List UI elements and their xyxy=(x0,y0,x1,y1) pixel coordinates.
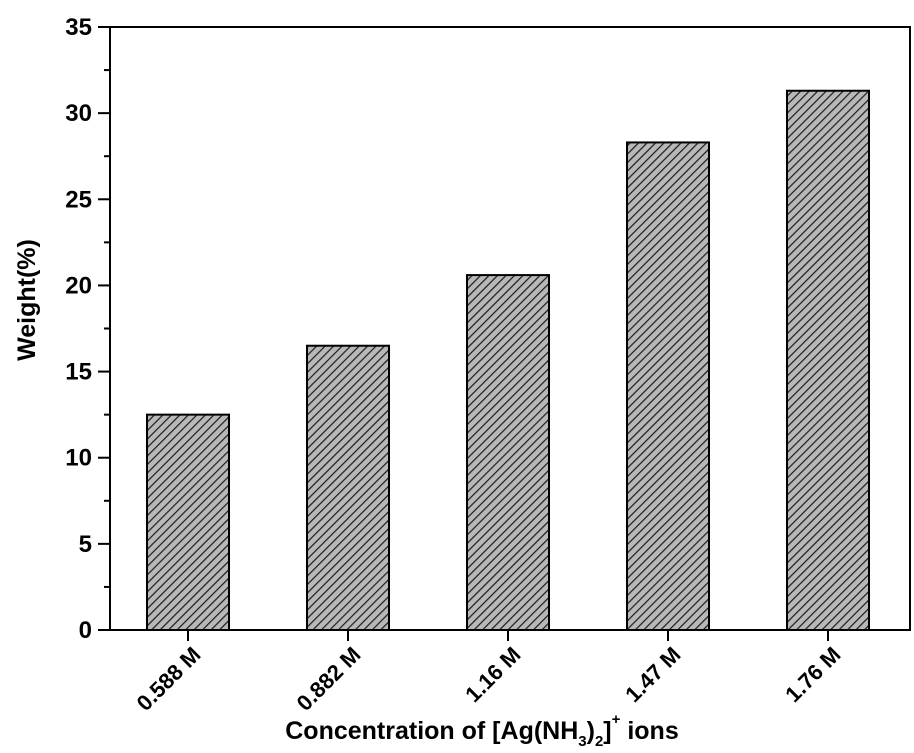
y-tick-label: 5 xyxy=(79,531,92,558)
y-tick-label: 0 xyxy=(79,617,92,644)
y-tick-label: 15 xyxy=(65,359,92,386)
x-tick-label: 0.588 M xyxy=(132,642,206,716)
x-axis-ticks: 0.588 M 0.882 M 1.16 M 1.47 M 1.76 M xyxy=(132,630,846,716)
bar xyxy=(786,89,870,631)
bars-group xyxy=(146,89,870,631)
x-tick-label: 1.76 M xyxy=(780,642,845,707)
x-tick-label: 1.16 M xyxy=(460,642,525,707)
y-tick-label: 35 xyxy=(65,14,92,41)
bar xyxy=(626,141,710,631)
x-tick-label: 0.882 M xyxy=(292,642,366,716)
x-tick-label: 1.47 M xyxy=(620,642,685,707)
y-tick-label: 10 xyxy=(65,445,92,472)
y-axis-ticks: 0 5 10 15 20 25 30 35 xyxy=(65,14,110,644)
y-tick-label: 30 xyxy=(65,100,92,127)
y-axis-title: Weight(%) xyxy=(13,239,41,361)
y-tick-label: 20 xyxy=(65,272,92,299)
bar xyxy=(146,413,230,631)
y-tick-label: 25 xyxy=(65,186,92,213)
x-axis-title: Concentration of [Ag(NH3)2]+ ions xyxy=(285,711,678,750)
bar xyxy=(306,344,390,631)
bar xyxy=(466,274,550,631)
